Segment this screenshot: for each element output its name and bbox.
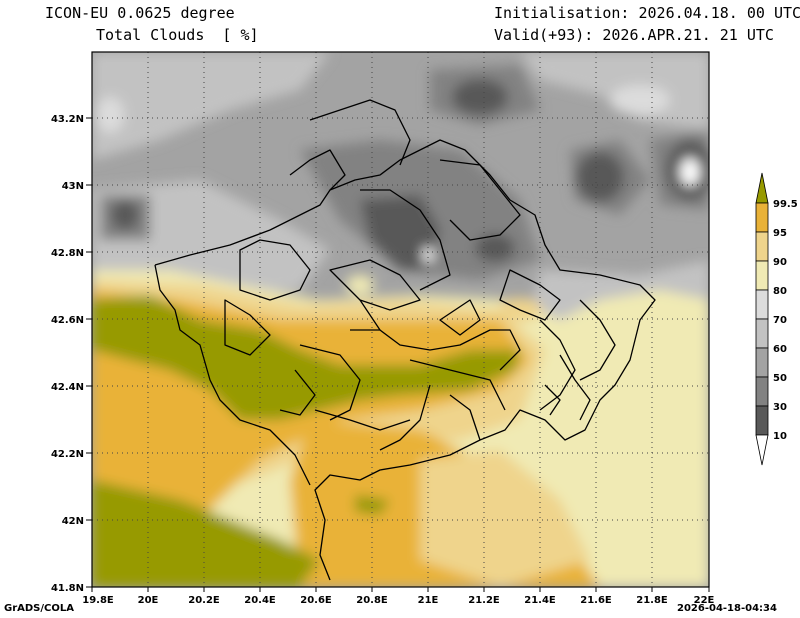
colorbar-bin-80 (755, 260, 769, 291)
lon-label-20-6: 20.6E (300, 595, 332, 606)
lat-label-41-8: 41.8N (51, 583, 84, 594)
lon-label-20-2: 20.2E (188, 595, 220, 606)
lat-lon-grid (92, 52, 709, 587)
colorbar-label-95: 95 (773, 228, 787, 239)
lon-label-21-2: 21.2E (468, 595, 500, 606)
lon-label-22: 22E (694, 595, 715, 606)
lat-label-43-2: 43.2N (51, 114, 84, 125)
colorbar-label-99-5: 99.5 (773, 199, 798, 210)
credit-label: GrADS/COLA (4, 603, 74, 614)
init-time: Initialisation: 2026.04.18. 00 UTC (494, 4, 800, 22)
lat-label-42-6: 42.6N (51, 315, 84, 326)
lat-label-42-4: 42.4N (51, 382, 84, 393)
lon-label-21-8: 21.8E (636, 595, 668, 606)
lon-label-19-8: 19.8E (82, 595, 114, 606)
colorbar-label-80: 80 (773, 286, 787, 297)
lat-label-42: 42N (62, 516, 84, 527)
colorbar-label-30: 30 (773, 402, 787, 413)
lat-label-43: 43N (62, 181, 84, 192)
colorbar-bin-60 (755, 318, 769, 349)
lon-label-21: 21E (418, 595, 439, 606)
colorbar-bin-10 (755, 405, 769, 436)
lon-label-21-4: 21.4E (524, 595, 556, 606)
lon-label-20: 20E (138, 595, 159, 606)
colorbar-cap-top (755, 172, 769, 204)
colorbar-bin-90 (755, 231, 769, 262)
lat-label-42-2: 42.2N (51, 449, 84, 460)
colorbar-cap-bottom (755, 434, 769, 466)
lon-label-20-8: 20.8E (356, 595, 388, 606)
lon-label-21-6: 21.6E (580, 595, 612, 606)
colorbar (755, 172, 769, 466)
colorbar-label-50: 50 (773, 373, 787, 384)
timestamp-label: 2026-04-18-04:34 (677, 603, 777, 614)
colorbar-label-60: 60 (773, 344, 787, 355)
lon-label-20-4: 20.4E (244, 595, 276, 606)
colorbar-bin-30 (755, 376, 769, 407)
colorbar-bin-50 (755, 347, 769, 378)
admin-borders (154, 99, 656, 581)
colorbar-label-70: 70 (773, 315, 787, 326)
lat-label-42-8: 42.8N (51, 248, 84, 259)
model-title: ICON-EU 0.0625 degree (45, 4, 235, 22)
variable-title: Total Clouds [ %] (96, 26, 259, 44)
cloud-field (92, 52, 709, 587)
colorbar-bin-95 (755, 202, 769, 233)
colorbar-bin-70 (755, 289, 769, 320)
colorbar-label-90: 90 (773, 257, 787, 268)
colorbar-label-10: 10 (773, 431, 787, 442)
valid-time: Valid(+93): 2026.APR.21. 21 UTC (494, 26, 774, 44)
